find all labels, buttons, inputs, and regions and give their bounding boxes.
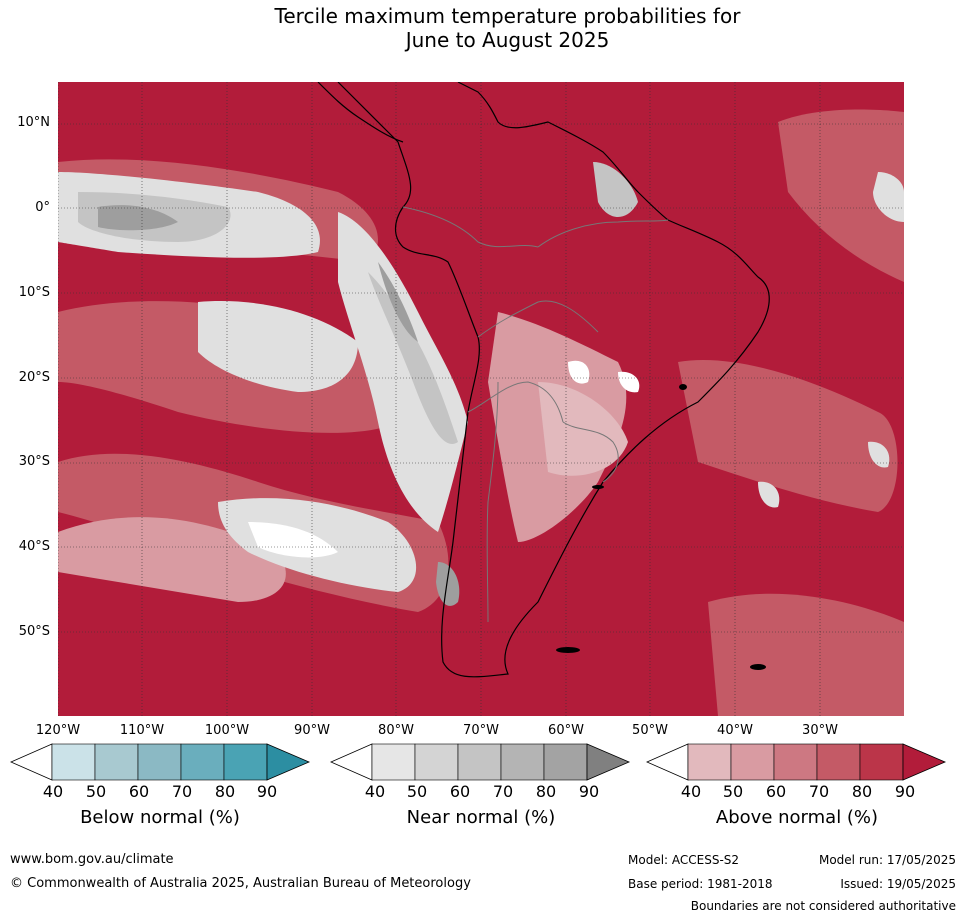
near-tick-50: 50	[406, 782, 428, 801]
lon-label-80w: 80°W	[378, 723, 414, 738]
lon-label-120w: 120°W	[35, 723, 81, 738]
colorbar-segment	[94, 743, 139, 781]
colorbar-segment	[500, 743, 545, 781]
near-normal-zones	[58, 162, 904, 606]
colorbar-segment	[816, 743, 861, 781]
colorbar-segment	[687, 743, 732, 781]
above-tick-50: 50	[722, 782, 744, 801]
country-boundaries	[402, 206, 669, 623]
colorbar-segment	[730, 743, 775, 781]
colorbar-min-triangle	[330, 743, 373, 781]
colorbar-segment	[414, 743, 459, 781]
below-tick-60: 60	[128, 782, 150, 801]
colorbar-max-triangle	[902, 743, 947, 781]
lat-label-10n: 10°N	[17, 115, 50, 130]
colorbar-above-title: Above normal (%)	[715, 807, 879, 828]
near-tick-80: 80	[535, 782, 557, 801]
lat-label-20s: 20°S	[18, 370, 50, 385]
colorbar-segment	[543, 743, 588, 781]
below-tick-90: 90	[256, 782, 278, 801]
footer-model: Model: ACCESS-S2	[628, 853, 740, 867]
near-tick-90: 90	[578, 782, 600, 801]
footer-issued: Issued: 19/05/2025	[840, 877, 956, 891]
colorbar-max-triangle	[266, 743, 311, 781]
above-tick-60: 60	[765, 782, 787, 801]
colorbar-near-normal	[330, 743, 632, 781]
central-america-coastline	[317, 82, 404, 143]
near-tick-60: 60	[449, 782, 471, 801]
footer-model-run: Model run: 17/05/2025	[818, 853, 956, 867]
lat-label-40s: 40°S	[18, 539, 50, 554]
lon-label-30w: 30°W	[802, 723, 838, 738]
title-line-2: June to August 2025	[405, 28, 610, 52]
colorbar-segment	[773, 743, 818, 781]
title-line-1: Tercile maximum temperature probabilitie…	[274, 4, 741, 28]
colorbar-segment	[180, 743, 225, 781]
colorbar-min-triangle	[646, 743, 689, 781]
colorbar-max-triangle	[586, 743, 631, 781]
lon-label-50w: 50°W	[632, 723, 668, 738]
lon-label-60w: 60°W	[548, 723, 584, 738]
lon-label-40w: 40°W	[717, 723, 753, 738]
colorbar-below-normal	[10, 743, 311, 781]
below-tick-50: 50	[85, 782, 107, 801]
lat-label-30s: 30°S	[18, 454, 50, 469]
colorbar-min-triangle	[10, 743, 53, 781]
footer-website: www.bom.gov.au/climate	[10, 852, 174, 867]
footer-disclaimer: Boundaries are not considered authoritat…	[690, 899, 956, 913]
above-tick-80: 80	[851, 782, 873, 801]
lon-label-90w: 90°W	[294, 723, 330, 738]
below-tick-40: 40	[42, 782, 64, 801]
lat-label-10s: 10°S	[18, 285, 50, 300]
colorbar-segment	[223, 743, 268, 781]
lat-label-0: 0°	[35, 200, 50, 215]
above-tick-70: 70	[808, 782, 830, 801]
colorbar-segment	[137, 743, 182, 781]
colorbar-below-normal-swatches	[10, 743, 311, 781]
footer-copyright: © Commonwealth of Australia 2025, Austra…	[10, 876, 471, 891]
lon-label-70w: 70°W	[463, 723, 499, 738]
probability-map	[58, 82, 904, 716]
map-gridlines	[58, 82, 904, 716]
colorbar-above-normal-swatches	[646, 743, 947, 781]
colorbar-below-title: Below normal (%)	[80, 807, 240, 828]
colorbar-segment	[457, 743, 502, 781]
lat-label-50s: 50°S	[18, 624, 50, 639]
above-tick-90: 90	[894, 782, 916, 801]
colorbar-near-normal-swatches	[330, 743, 631, 781]
footer-base-period: Base period: 1981-2018	[628, 877, 773, 891]
lon-label-100w: 100°W	[204, 723, 250, 738]
colorbar-segment	[51, 743, 96, 781]
near-tick-40: 40	[364, 782, 386, 801]
south-america-coastline	[337, 82, 770, 678]
colorbar-above-normal	[646, 743, 948, 781]
colorbar-segment	[371, 743, 416, 781]
near-tick-70: 70	[492, 782, 514, 801]
islands	[556, 384, 766, 670]
map-canvas	[58, 82, 904, 716]
colorbar-segment	[859, 743, 904, 781]
below-tick-80: 80	[214, 782, 236, 801]
below-tick-70: 70	[171, 782, 193, 801]
colorbar-near-title: Near normal (%)	[406, 807, 556, 828]
above-tick-40: 40	[680, 782, 702, 801]
lon-label-110w: 110°W	[119, 723, 165, 738]
map-title: Tercile maximum temperature probabilitie…	[0, 4, 965, 52]
